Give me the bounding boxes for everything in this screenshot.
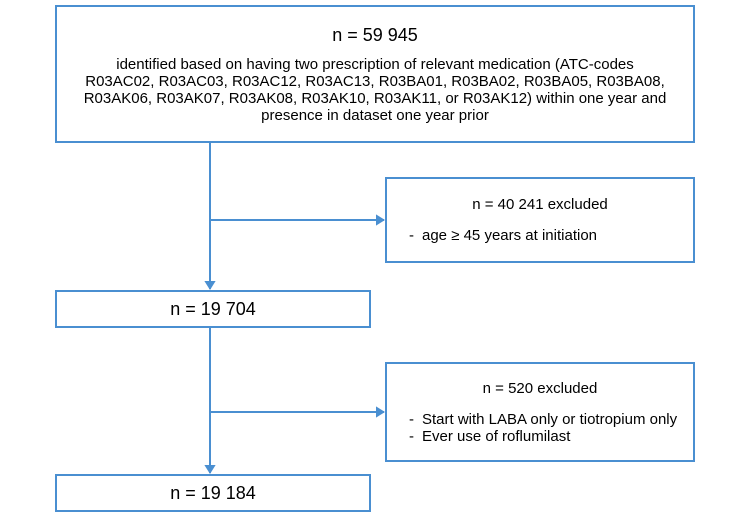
flowchart-connectors xyxy=(0,0,750,516)
